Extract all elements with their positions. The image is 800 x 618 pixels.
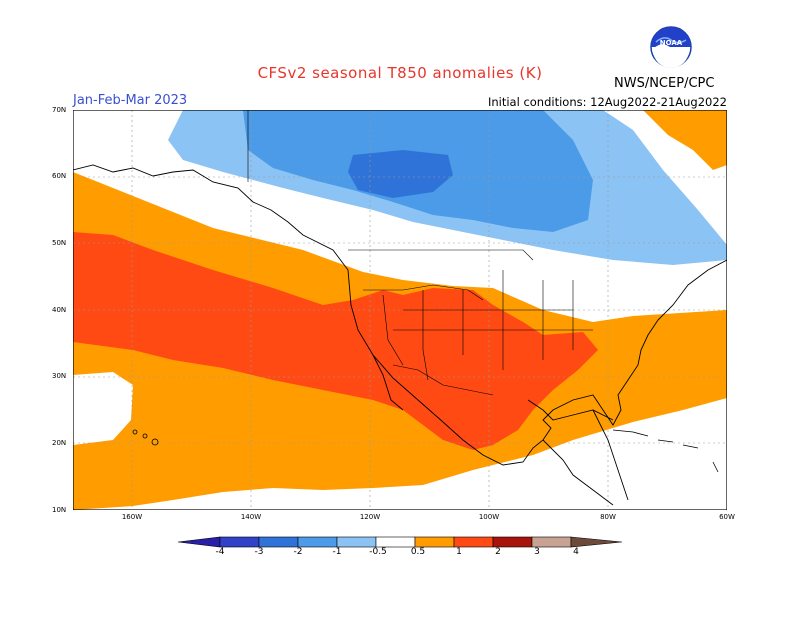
caribbean-islands [612, 429, 719, 473]
colorbar-swatch [177, 536, 221, 548]
colorbar-swatch [375, 536, 416, 548]
colorbar-swatch [336, 536, 377, 548]
colorbar-swatch [297, 536, 338, 548]
anomaly-0.5-1-region [643, 110, 727, 170]
anomaly-neg-2-3-region [348, 150, 453, 198]
lat-label: 30N [52, 372, 67, 380]
agency-label: NWS/NCEP/CPC [614, 76, 715, 91]
anomaly-1-2-region [73, 232, 598, 450]
colorbar-swatch [453, 536, 494, 548]
colorbar-label: -1 [332, 547, 342, 557]
initial-conditions: Initial conditions: 12Aug2022-21Aug2022 [487, 95, 727, 109]
colorbar-swatch [492, 536, 533, 548]
colorbar-label: -3 [254, 547, 264, 557]
political-boundaries [247, 110, 593, 396]
forecast-period: Jan-Feb-Mar 2023 [73, 93, 188, 108]
map-title: CFSv2 seasonal T850 anomalies (K) [257, 64, 543, 82]
colorbar-swatch [219, 536, 260, 548]
colorbar-swatch [414, 536, 455, 548]
colorbar [177, 536, 623, 548]
lon-label: 140W [240, 513, 262, 521]
lon-label: 100W [478, 513, 500, 521]
logo-text: NOAA [660, 39, 683, 47]
colorbar-label: -0.5 [369, 547, 387, 557]
colorbar-label: -4 [215, 547, 225, 557]
lat-label: 20N [52, 439, 67, 447]
lat-label: 60N [52, 172, 67, 180]
colorbar-label: 4 [573, 547, 579, 557]
colorbar-swatch [531, 536, 572, 548]
neutral-region [73, 372, 133, 445]
lat-label: 10N [52, 506, 67, 514]
anomaly-map [73, 110, 727, 510]
hawaii-islands [132, 429, 159, 446]
colorbar-swatch [258, 536, 299, 548]
lon-label: 80W [600, 513, 616, 521]
noaa-logo-icon: NOAA [650, 26, 692, 68]
lon-label: 120W [359, 513, 381, 521]
colorbar-swatch [570, 536, 623, 548]
lon-label: 160W [121, 513, 143, 521]
colorbar-label: 0.5 [410, 547, 426, 557]
colorbar-label: -2 [293, 547, 303, 557]
colorbar-label: 2 [495, 547, 501, 557]
lon-label: 60W [719, 513, 735, 521]
coastlines [73, 164, 727, 506]
lat-label: 50N [52, 239, 67, 247]
lat-label: 70N [52, 106, 67, 114]
colorbar-label: 1 [456, 547, 462, 557]
lat-label: 40N [52, 306, 67, 314]
colorbar-label: 3 [534, 547, 540, 557]
